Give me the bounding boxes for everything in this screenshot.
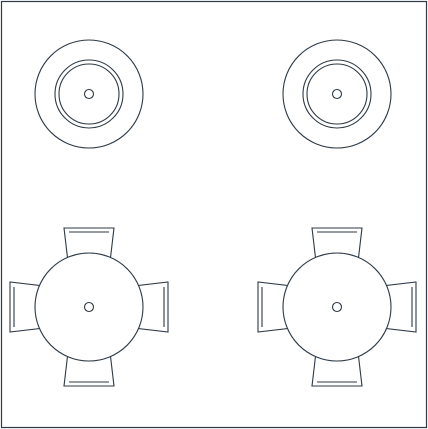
stool-outer-ring: [282, 39, 392, 149]
stool-inner-ring: [306, 63, 368, 125]
stool-middle-ring: [302, 59, 372, 129]
table-center-dot: [331, 301, 343, 313]
table-bottom-left: [9, 227, 169, 387]
stool-center-dot: [331, 88, 343, 100]
stool-top-right: [282, 39, 392, 149]
table-bottom-right: [257, 227, 417, 387]
stool-top-left: [34, 39, 144, 149]
stool-inner-ring: [58, 63, 120, 125]
stool-center-dot: [83, 88, 95, 100]
stool-middle-ring: [54, 59, 124, 129]
chair-right: [133, 281, 169, 333]
table-center-dot: [83, 301, 95, 313]
stool-outer-ring: [34, 39, 144, 149]
